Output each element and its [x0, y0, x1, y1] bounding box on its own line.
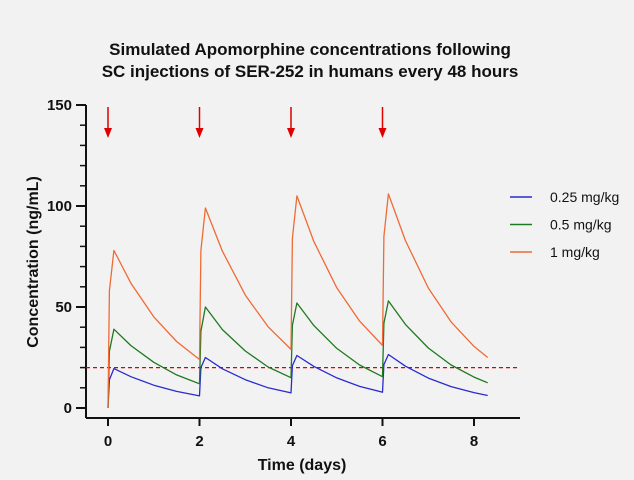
- legend-label: 1 mg/kg: [550, 244, 600, 260]
- y-tick-label: 100: [47, 198, 72, 215]
- x-tick-label: 6: [378, 433, 386, 450]
- chart-title-line-1: Simulated Apomorphine concentrations fol…: [109, 40, 511, 59]
- series-line-1: [107, 353, 488, 409]
- y-tick-label: 50: [55, 299, 72, 316]
- marks: [86, 107, 520, 409]
- x-tick-label: 0: [104, 433, 112, 450]
- dose-arrow-head: [104, 128, 112, 138]
- y-axis-label: Concentration (ng/mL): [25, 176, 42, 348]
- chart-title-line-2: SC injections of SER-252 in humans every…: [101, 62, 519, 81]
- dose-arrow-head: [378, 128, 387, 138]
- series-line-2: [107, 300, 488, 409]
- dose-arrow-head: [195, 128, 204, 138]
- series-line-3: [107, 193, 489, 409]
- legend-label: 0.5 mg/kg: [550, 217, 611, 233]
- x-tick-label: 2: [195, 433, 203, 450]
- dose-arrow-head: [287, 128, 295, 138]
- dose-arrow-icon: [104, 107, 112, 138]
- y-tick-label: 150: [47, 97, 72, 114]
- y-tick-label: 0: [64, 400, 72, 417]
- dose-arrow-icon: [378, 107, 387, 138]
- x-tick-label: 8: [470, 433, 478, 450]
- axes: 0 50 100 150 0 2 4 6 8: [47, 97, 520, 450]
- dose-arrow-icon: [195, 107, 204, 138]
- x-axis-label: Time (days): [258, 457, 347, 474]
- x-tick-label: 4: [287, 433, 296, 450]
- legend: 0.25 mg/kg 0.5 mg/kg 1 mg/kg: [510, 189, 619, 260]
- legend-label: 0.25 mg/kg: [550, 189, 619, 205]
- dose-arrow-icon: [287, 107, 295, 138]
